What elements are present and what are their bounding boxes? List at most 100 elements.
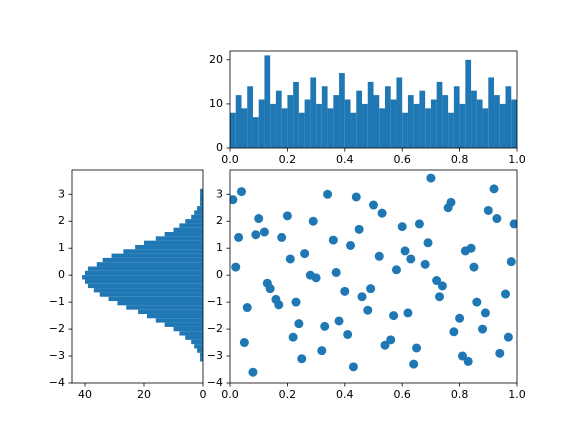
bar bbox=[87, 283, 203, 289]
bar bbox=[200, 193, 203, 198]
bar bbox=[442, 95, 449, 148]
bar bbox=[84, 279, 203, 284]
bar bbox=[200, 352, 203, 358]
y-tick-label: 20 bbox=[209, 53, 223, 66]
bar bbox=[247, 86, 253, 148]
bar bbox=[402, 112, 408, 148]
bar bbox=[384, 86, 391, 148]
bar bbox=[482, 108, 489, 148]
bar bbox=[200, 188, 203, 194]
point bbox=[236, 187, 246, 197]
point bbox=[466, 243, 476, 253]
bar bbox=[430, 99, 437, 148]
point bbox=[389, 311, 399, 321]
point bbox=[426, 173, 436, 183]
point bbox=[297, 354, 307, 364]
point bbox=[437, 281, 447, 291]
axes: 0.0 0.2 0.4 0.6 0.8 1.0 −4 −3 −2 −1 0 1 2 3 bbox=[207, 169, 526, 401]
bar bbox=[379, 108, 385, 148]
point bbox=[294, 319, 304, 329]
bar bbox=[327, 108, 334, 148]
y-tick-label: −4 bbox=[207, 376, 223, 389]
bar bbox=[200, 357, 203, 362]
y-tick-label: 2 bbox=[58, 214, 65, 227]
x-tick-label: 0.8 bbox=[451, 153, 469, 166]
point bbox=[403, 308, 413, 318]
axes-frame bbox=[229, 50, 518, 149]
point bbox=[397, 222, 407, 232]
bar bbox=[298, 112, 305, 148]
y-tick-label: 1 bbox=[216, 241, 223, 254]
bar bbox=[143, 240, 203, 245]
point bbox=[432, 276, 442, 286]
bar bbox=[241, 108, 248, 148]
axes: 40 20 0 −4 −3 −2 −1 0 1 2 3 bbox=[49, 169, 207, 401]
bar bbox=[111, 253, 203, 258]
point bbox=[506, 257, 516, 267]
y-tick-label: 3 bbox=[58, 187, 65, 200]
bar bbox=[102, 257, 203, 263]
axes-frame bbox=[71, 169, 204, 384]
bar bbox=[87, 266, 203, 271]
y-tick-label: 2 bbox=[216, 214, 223, 227]
bar bbox=[373, 95, 380, 148]
point bbox=[463, 356, 473, 366]
bar bbox=[448, 112, 454, 148]
plot-area bbox=[230, 55, 517, 148]
bar bbox=[362, 103, 368, 148]
point bbox=[380, 340, 390, 350]
bar bbox=[499, 103, 506, 148]
point bbox=[480, 308, 490, 318]
point bbox=[495, 348, 505, 358]
bar bbox=[84, 270, 203, 276]
point bbox=[354, 224, 364, 234]
point bbox=[230, 195, 238, 205]
bar bbox=[505, 86, 512, 148]
y-tick-label: 3 bbox=[216, 187, 223, 200]
y-tick-label: −1 bbox=[49, 295, 65, 308]
bar bbox=[173, 326, 203, 332]
point bbox=[308, 216, 318, 226]
x-tick-label: 0.4 bbox=[336, 153, 354, 166]
bar bbox=[200, 197, 203, 202]
point bbox=[435, 292, 445, 302]
bar bbox=[164, 322, 203, 327]
point bbox=[239, 338, 249, 348]
point bbox=[457, 351, 467, 361]
point bbox=[414, 219, 424, 229]
point bbox=[277, 232, 287, 242]
x-tick-label: 20 bbox=[137, 388, 151, 401]
x-tick-label: 0.6 bbox=[393, 388, 411, 401]
bar bbox=[465, 59, 472, 148]
point bbox=[300, 249, 310, 259]
bar bbox=[333, 95, 340, 148]
point bbox=[478, 324, 488, 334]
bar bbox=[453, 86, 460, 148]
point bbox=[262, 278, 272, 288]
y-tick-label: −3 bbox=[207, 349, 223, 362]
x-tick-label: 0.4 bbox=[336, 388, 354, 401]
point bbox=[351, 192, 361, 202]
axes-frame bbox=[229, 169, 518, 384]
plot-area bbox=[230, 173, 517, 377]
bar bbox=[191, 339, 203, 345]
x-tick-label: 0.0 bbox=[221, 388, 239, 401]
bar bbox=[200, 201, 203, 207]
bar bbox=[117, 301, 203, 306]
point bbox=[231, 262, 241, 272]
bar bbox=[281, 108, 288, 148]
bar bbox=[436, 81, 443, 148]
x-tick-label: 1.0 bbox=[508, 388, 526, 401]
bar bbox=[304, 99, 311, 148]
bar bbox=[287, 95, 294, 148]
axes: 0.0 0.2 0.4 0.6 0.8 1.0 0 10 20 bbox=[209, 50, 526, 166]
bar bbox=[270, 103, 276, 148]
x-tick-label: 1.0 bbox=[508, 153, 526, 166]
bar bbox=[99, 292, 203, 297]
bar bbox=[155, 318, 203, 323]
point bbox=[492, 214, 502, 224]
bar bbox=[146, 313, 203, 319]
point bbox=[409, 359, 419, 369]
point bbox=[449, 327, 459, 337]
